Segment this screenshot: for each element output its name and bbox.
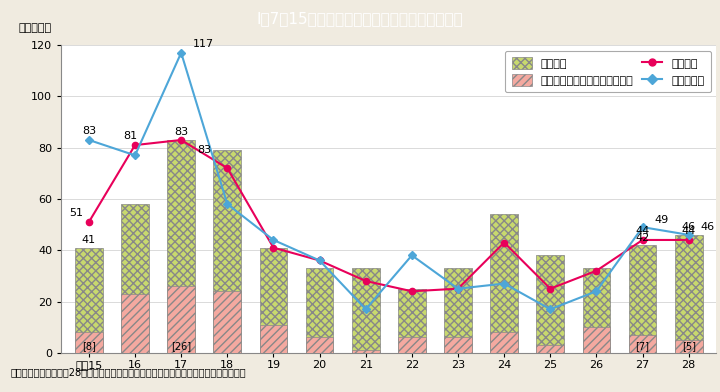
Bar [444,338,472,353]
Text: 117: 117 [193,39,214,49]
Text: 41: 41 [82,235,96,245]
Bar [629,245,657,353]
Text: 46: 46 [682,222,696,232]
Text: [5]: [5] [682,341,696,351]
Bar [490,214,518,353]
Bar [306,338,333,353]
Text: （件，人）: （件，人） [19,23,52,33]
Bar [121,294,149,353]
Bar [398,338,426,353]
Text: 42: 42 [636,232,649,243]
Text: 83: 83 [82,126,96,136]
Text: （備考）警察庁「平成28年中における人身取引事犯の検挙状況等について」より作成。: （備考）警察庁「平成28年中における人身取引事犯の検挙状況等について」より作成。 [11,368,246,377]
Bar [444,268,472,353]
Bar [260,248,287,353]
Text: 46: 46 [701,222,714,232]
Text: 44: 44 [636,226,649,236]
Bar [306,268,333,353]
Text: [8]: [8] [82,341,96,351]
Bar [121,204,149,353]
Bar [75,332,103,353]
Text: 83: 83 [197,145,212,155]
Bar [536,345,564,353]
Text: 81: 81 [123,131,138,141]
Bar [490,332,518,353]
Bar [213,150,241,353]
Bar [213,291,241,353]
Bar [167,286,195,353]
Text: 51: 51 [69,208,83,218]
Text: I－7－15図　人身取引事犯の検挙状況等の推移: I－7－15図 人身取引事犯の検挙状況等の推移 [256,11,464,26]
Bar [352,350,379,353]
Bar [167,140,195,353]
Bar [582,268,611,353]
Legend: 検挙人員, 検挙人員（うちブローカー数）, 検挙件数, 被害者総数: 検挙人員, 検挙人員（うちブローカー数）, 検挙件数, 被害者総数 [505,51,711,93]
Bar [260,325,287,353]
Bar [629,335,657,353]
Text: [7]: [7] [636,341,649,351]
Bar [536,255,564,353]
Text: 83: 83 [174,127,188,138]
Text: [26]: [26] [171,341,192,351]
Bar [582,327,611,353]
Bar [398,289,426,353]
Bar [352,268,379,353]
Text: 44: 44 [682,226,696,236]
Bar [675,235,703,353]
Bar [75,248,103,353]
Text: 49: 49 [654,214,668,225]
Bar [675,340,703,353]
